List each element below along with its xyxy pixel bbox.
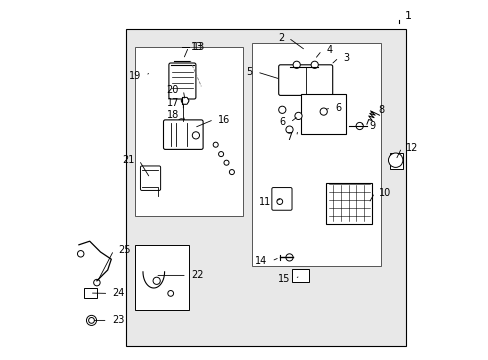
Circle shape (94, 279, 100, 286)
FancyBboxPatch shape (83, 288, 96, 298)
Text: 8: 8 (378, 105, 384, 115)
Circle shape (86, 315, 96, 325)
Circle shape (310, 61, 318, 68)
Text: 7: 7 (285, 132, 292, 142)
FancyBboxPatch shape (125, 29, 406, 346)
Text: 18: 18 (166, 110, 179, 120)
Text: 4: 4 (325, 45, 332, 55)
Text: 22: 22 (191, 270, 203, 280)
Text: 12: 12 (406, 143, 418, 153)
Circle shape (292, 61, 300, 68)
Circle shape (182, 98, 188, 104)
Text: 14: 14 (254, 256, 266, 266)
Text: 13: 13 (193, 42, 205, 52)
Circle shape (77, 251, 84, 257)
FancyBboxPatch shape (301, 94, 346, 134)
Circle shape (88, 318, 94, 323)
FancyBboxPatch shape (251, 43, 381, 266)
Text: 25: 25 (118, 245, 130, 255)
Text: 3: 3 (343, 53, 348, 63)
Text: 16: 16 (218, 114, 230, 125)
Circle shape (178, 119, 185, 126)
FancyBboxPatch shape (325, 183, 371, 224)
Circle shape (390, 156, 399, 165)
FancyBboxPatch shape (168, 63, 196, 99)
Circle shape (285, 254, 292, 261)
FancyBboxPatch shape (134, 47, 242, 216)
Polygon shape (181, 97, 189, 104)
Text: 6: 6 (279, 117, 285, 127)
Text: 15: 15 (278, 274, 290, 284)
Circle shape (387, 153, 402, 167)
Text: 11: 11 (258, 197, 270, 207)
Text: 13: 13 (190, 42, 203, 52)
Text: 1: 1 (404, 11, 411, 21)
Circle shape (224, 160, 228, 165)
Circle shape (229, 170, 234, 175)
Circle shape (153, 277, 160, 284)
FancyBboxPatch shape (389, 153, 402, 169)
Text: 6: 6 (335, 103, 341, 113)
Circle shape (218, 152, 223, 157)
Text: 5: 5 (246, 67, 252, 77)
Circle shape (167, 291, 173, 296)
Text: 19: 19 (129, 71, 141, 81)
FancyBboxPatch shape (134, 245, 188, 310)
Text: 20: 20 (166, 85, 179, 95)
Text: 2: 2 (277, 33, 284, 43)
FancyBboxPatch shape (292, 269, 308, 282)
Text: 17: 17 (166, 98, 179, 108)
FancyBboxPatch shape (271, 188, 291, 210)
FancyBboxPatch shape (163, 120, 203, 149)
Text: 24: 24 (113, 288, 125, 298)
Text: 10: 10 (378, 188, 390, 198)
Circle shape (276, 199, 282, 204)
Circle shape (285, 126, 292, 133)
FancyBboxPatch shape (140, 166, 160, 190)
Circle shape (213, 142, 218, 147)
Text: 21: 21 (122, 155, 134, 165)
Circle shape (320, 108, 326, 115)
Text: 9: 9 (368, 121, 375, 131)
Circle shape (355, 122, 363, 130)
Circle shape (192, 132, 199, 139)
Circle shape (278, 106, 285, 113)
Circle shape (294, 112, 302, 120)
Text: 23: 23 (112, 315, 124, 325)
FancyBboxPatch shape (278, 65, 332, 95)
